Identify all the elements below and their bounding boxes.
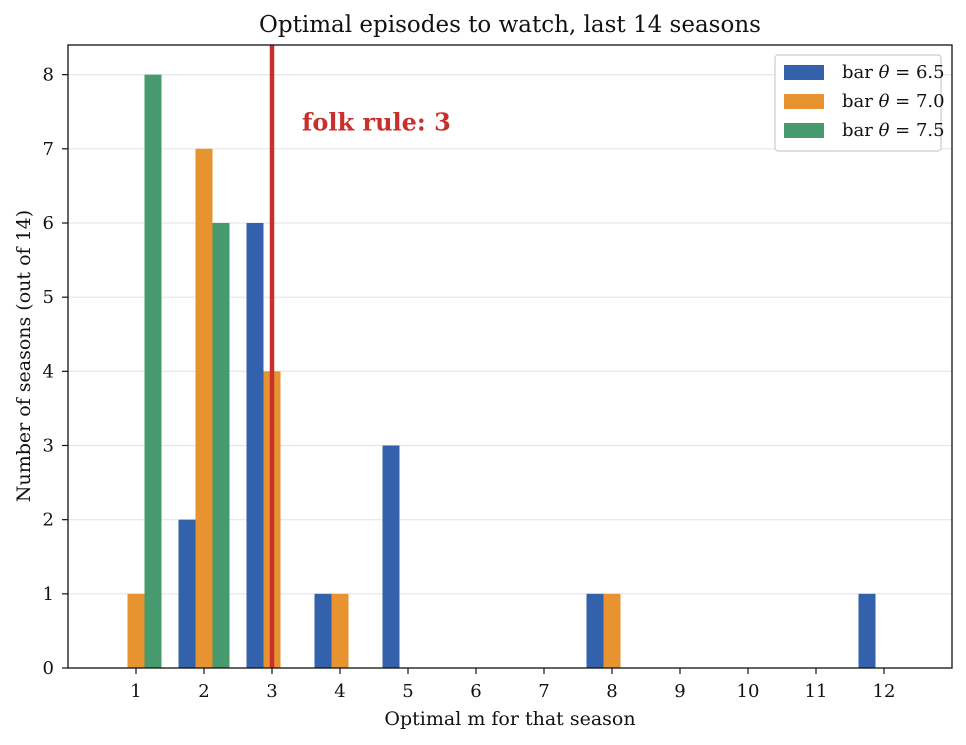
y-tick-label: 7 xyxy=(43,139,54,160)
legend-label: bar θ = 6.5 xyxy=(842,62,945,83)
legend: bar θ = 6.5 bar θ = 7.0 bar θ = 7.5 xyxy=(774,54,945,152)
y-tick-label: 6 xyxy=(43,213,54,234)
x-tick-label: 3 xyxy=(266,681,277,702)
x-tick-label: 10 xyxy=(737,681,760,702)
y-tick-label: 2 xyxy=(43,510,54,531)
reference-line-label: folk rule: 3 xyxy=(302,107,451,136)
bars xyxy=(127,74,876,669)
legend-label: bar θ = 7.5 xyxy=(842,120,945,141)
x-tick-label: 7 xyxy=(538,681,549,702)
chart-title: Optimal episodes to watch, last 14 seaso… xyxy=(259,12,761,38)
reference-line-group: folk rule: 3 xyxy=(269,45,451,668)
x-axis-label: Optimal m for that season xyxy=(384,708,635,730)
plot-frame xyxy=(67,44,953,669)
x-tick-label: 6 xyxy=(470,681,481,702)
legend-swatch xyxy=(784,94,824,109)
y-axis-label: Number of seasons (out of 14) xyxy=(13,210,35,502)
legend-label: bar θ = 7.0 xyxy=(842,91,945,112)
y-tick-label: 5 xyxy=(43,287,54,308)
y-tick-label: 4 xyxy=(43,361,54,382)
legend-swatch xyxy=(784,65,824,80)
bar xyxy=(178,519,196,668)
y-tick-label: 3 xyxy=(43,436,54,457)
y-axis: 0 1 2 3 4 5 6 7 8 xyxy=(43,65,68,679)
y-tick-label: 8 xyxy=(43,65,54,86)
bar xyxy=(858,593,876,668)
legend-swatch xyxy=(784,123,824,138)
y-tick-label: 0 xyxy=(43,658,54,679)
x-tick-label: 5 xyxy=(402,681,413,702)
bar xyxy=(212,223,230,668)
x-tick-label: 11 xyxy=(805,681,828,702)
bar xyxy=(382,445,400,668)
bar xyxy=(144,74,162,668)
bar xyxy=(314,593,332,668)
bar xyxy=(586,593,604,668)
bar xyxy=(127,593,145,668)
bar xyxy=(246,223,264,668)
x-tick-label: 2 xyxy=(198,681,209,702)
x-tick-label: 12 xyxy=(873,681,896,702)
bar xyxy=(603,593,621,668)
x-axis: 1 2 3 4 5 6 7 8 9 10 11 12 xyxy=(130,668,895,702)
x-tick-label: 1 xyxy=(130,681,141,702)
bar xyxy=(195,148,213,669)
y-tick-label: 1 xyxy=(43,584,54,605)
bar xyxy=(331,593,349,668)
x-tick-label: 8 xyxy=(606,681,617,702)
x-tick-label: 9 xyxy=(674,681,685,702)
x-tick-label: 4 xyxy=(334,681,345,702)
